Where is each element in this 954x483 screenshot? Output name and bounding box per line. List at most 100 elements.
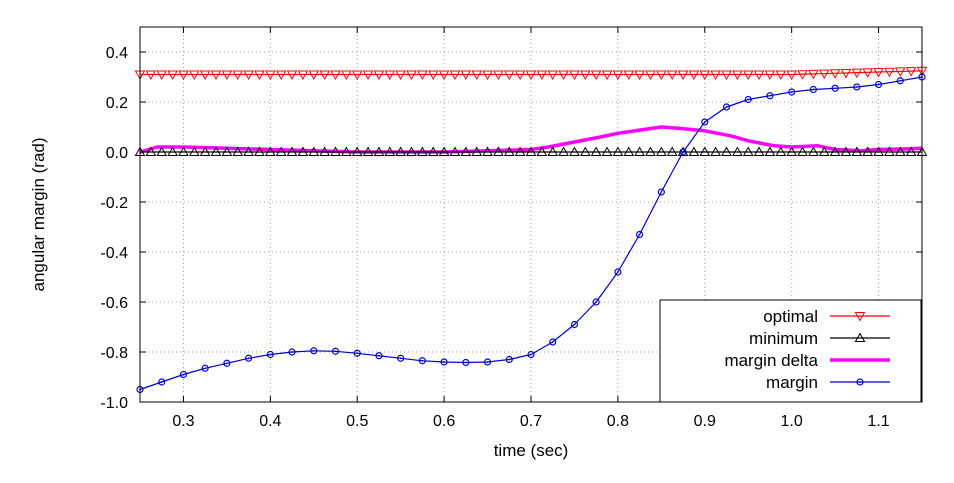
- data-point-optimal: [894, 67, 906, 77]
- data-point-margin-center: [421, 359, 424, 362]
- x-tick-label: 0.9: [694, 413, 716, 430]
- data-point-margin: [527, 350, 535, 359]
- data-point-optimal: [297, 70, 309, 81]
- data-point-optimal: [319, 70, 330, 81]
- data-point-minimum: [417, 146, 428, 156]
- data-point-margin-center: [812, 88, 815, 91]
- data-point-margin: [266, 350, 274, 359]
- data-point-minimum: [645, 146, 656, 156]
- data-point-optimal: [732, 70, 743, 81]
- y-tick-label: 0.0: [106, 145, 128, 162]
- data-point-margin-center: [443, 361, 446, 363]
- data-point-optimal: [438, 70, 450, 81]
- data-point-optimal: [721, 70, 732, 81]
- data-point-margin-center: [508, 358, 511, 361]
- data-point-optimal: [840, 68, 852, 79]
- data-point-minimum: [808, 146, 819, 156]
- data-point-optimal: [884, 67, 895, 78]
- data-point-optimal: [156, 70, 168, 81]
- data-point-minimum: [308, 146, 320, 156]
- data-point-optimal: [232, 70, 244, 81]
- data-point-minimum: [623, 146, 635, 156]
- data-point-optimal: [167, 70, 178, 81]
- data-point-minimum: [384, 146, 396, 156]
- data-point-margin-center: [312, 349, 315, 352]
- data-point-margin-center: [269, 353, 272, 356]
- data-point-minimum: [514, 146, 526, 156]
- data-point-minimum: [655, 146, 667, 156]
- series-line-margin-delta: [139, 125, 923, 154]
- data-point-margin: [331, 347, 340, 355]
- data-point-optimal: [482, 70, 493, 81]
- data-point-minimum: [395, 146, 407, 156]
- data-point-minimum: [221, 146, 233, 156]
- data-point-margin-center: [204, 367, 207, 370]
- data-point-minimum: [210, 146, 222, 156]
- data-point-margin: [310, 347, 318, 355]
- data-point-optimal: [579, 70, 591, 81]
- data-point-minimum: [721, 146, 732, 156]
- data-point-minimum: [612, 146, 624, 156]
- data-point-minimum: [330, 146, 341, 156]
- data-point-margin-center: [682, 151, 684, 153]
- data-point-minimum: [818, 146, 830, 156]
- data-point-margin: [570, 320, 579, 329]
- x-tick-label: 1.1: [867, 413, 889, 430]
- data-point-margin: [223, 359, 231, 367]
- series-line-optimal: [140, 70, 923, 76]
- data-point-minimum: [406, 146, 417, 156]
- data-point-minimum: [775, 146, 787, 156]
- y-tick-label: 0.2: [106, 95, 128, 112]
- data-point-minimum: [449, 146, 461, 156]
- x-tick-label: 0.7: [520, 413, 542, 430]
- data-point-margin-center: [790, 91, 793, 93]
- data-point-optimal: [460, 70, 472, 81]
- data-point-margin: [592, 298, 600, 306]
- data-point-optimal: [427, 70, 439, 81]
- y-tick-label: -0.6: [100, 295, 128, 312]
- series-margin-delta: [139, 125, 923, 154]
- data-point-margin-center: [464, 361, 467, 364]
- data-point-optimal: [471, 70, 483, 81]
- data-point-optimal: [862, 68, 874, 78]
- data-point-optimal: [254, 70, 265, 81]
- series-optimal: [134, 66, 928, 81]
- data-point-optimal: [275, 70, 287, 81]
- data-point-minimum: [178, 146, 189, 156]
- data-point-margin-center: [378, 354, 380, 357]
- data-point-minimum: [558, 146, 569, 156]
- data-point-optimal: [666, 70, 678, 81]
- data-point-optimal: [677, 70, 689, 81]
- series-layer: [134, 66, 928, 394]
- data-point-margin: [179, 370, 188, 379]
- data-point-minimum: [590, 146, 602, 156]
- data-point-minimum: [503, 146, 515, 156]
- data-point-optimal: [558, 70, 569, 81]
- x-tick-label: 0.8: [607, 413, 629, 430]
- data-point-margin-center: [703, 121, 706, 123]
- data-point-minimum: [699, 146, 711, 156]
- data-point-optimal: [818, 69, 830, 80]
- data-point-margin: [549, 338, 557, 346]
- data-point-optimal: [178, 70, 189, 81]
- data-point-optimal: [764, 70, 776, 81]
- data-point-margin: [440, 358, 448, 366]
- legend-box: [659, 299, 922, 403]
- data-point-margin-center: [855, 86, 858, 88]
- data-point-optimal: [699, 70, 711, 81]
- data-point-margin-center: [551, 341, 554, 343]
- data-point-margin-center: [225, 362, 228, 365]
- data-point-minimum: [243, 146, 254, 156]
- data-point-minimum: [145, 146, 157, 156]
- data-point-optimal: [645, 70, 656, 81]
- data-point-minimum: [547, 146, 559, 156]
- tick-labels: 0.3 0.4 0.5 0.6 0.7 0.8 0.9 1.0 1.1 -1.0 -0.8 -0.6 -…: [100, 45, 889, 430]
- data-point-optimal: [373, 70, 385, 81]
- data-point-minimum: [471, 146, 483, 156]
- data-point-optimal: [384, 70, 396, 81]
- data-point-margin: [788, 88, 796, 96]
- data-point-margin-center: [486, 361, 489, 363]
- data-point-optimal: [634, 70, 645, 81]
- data-point-minimum: [438, 146, 450, 156]
- data-point-margin-center: [616, 271, 619, 273]
